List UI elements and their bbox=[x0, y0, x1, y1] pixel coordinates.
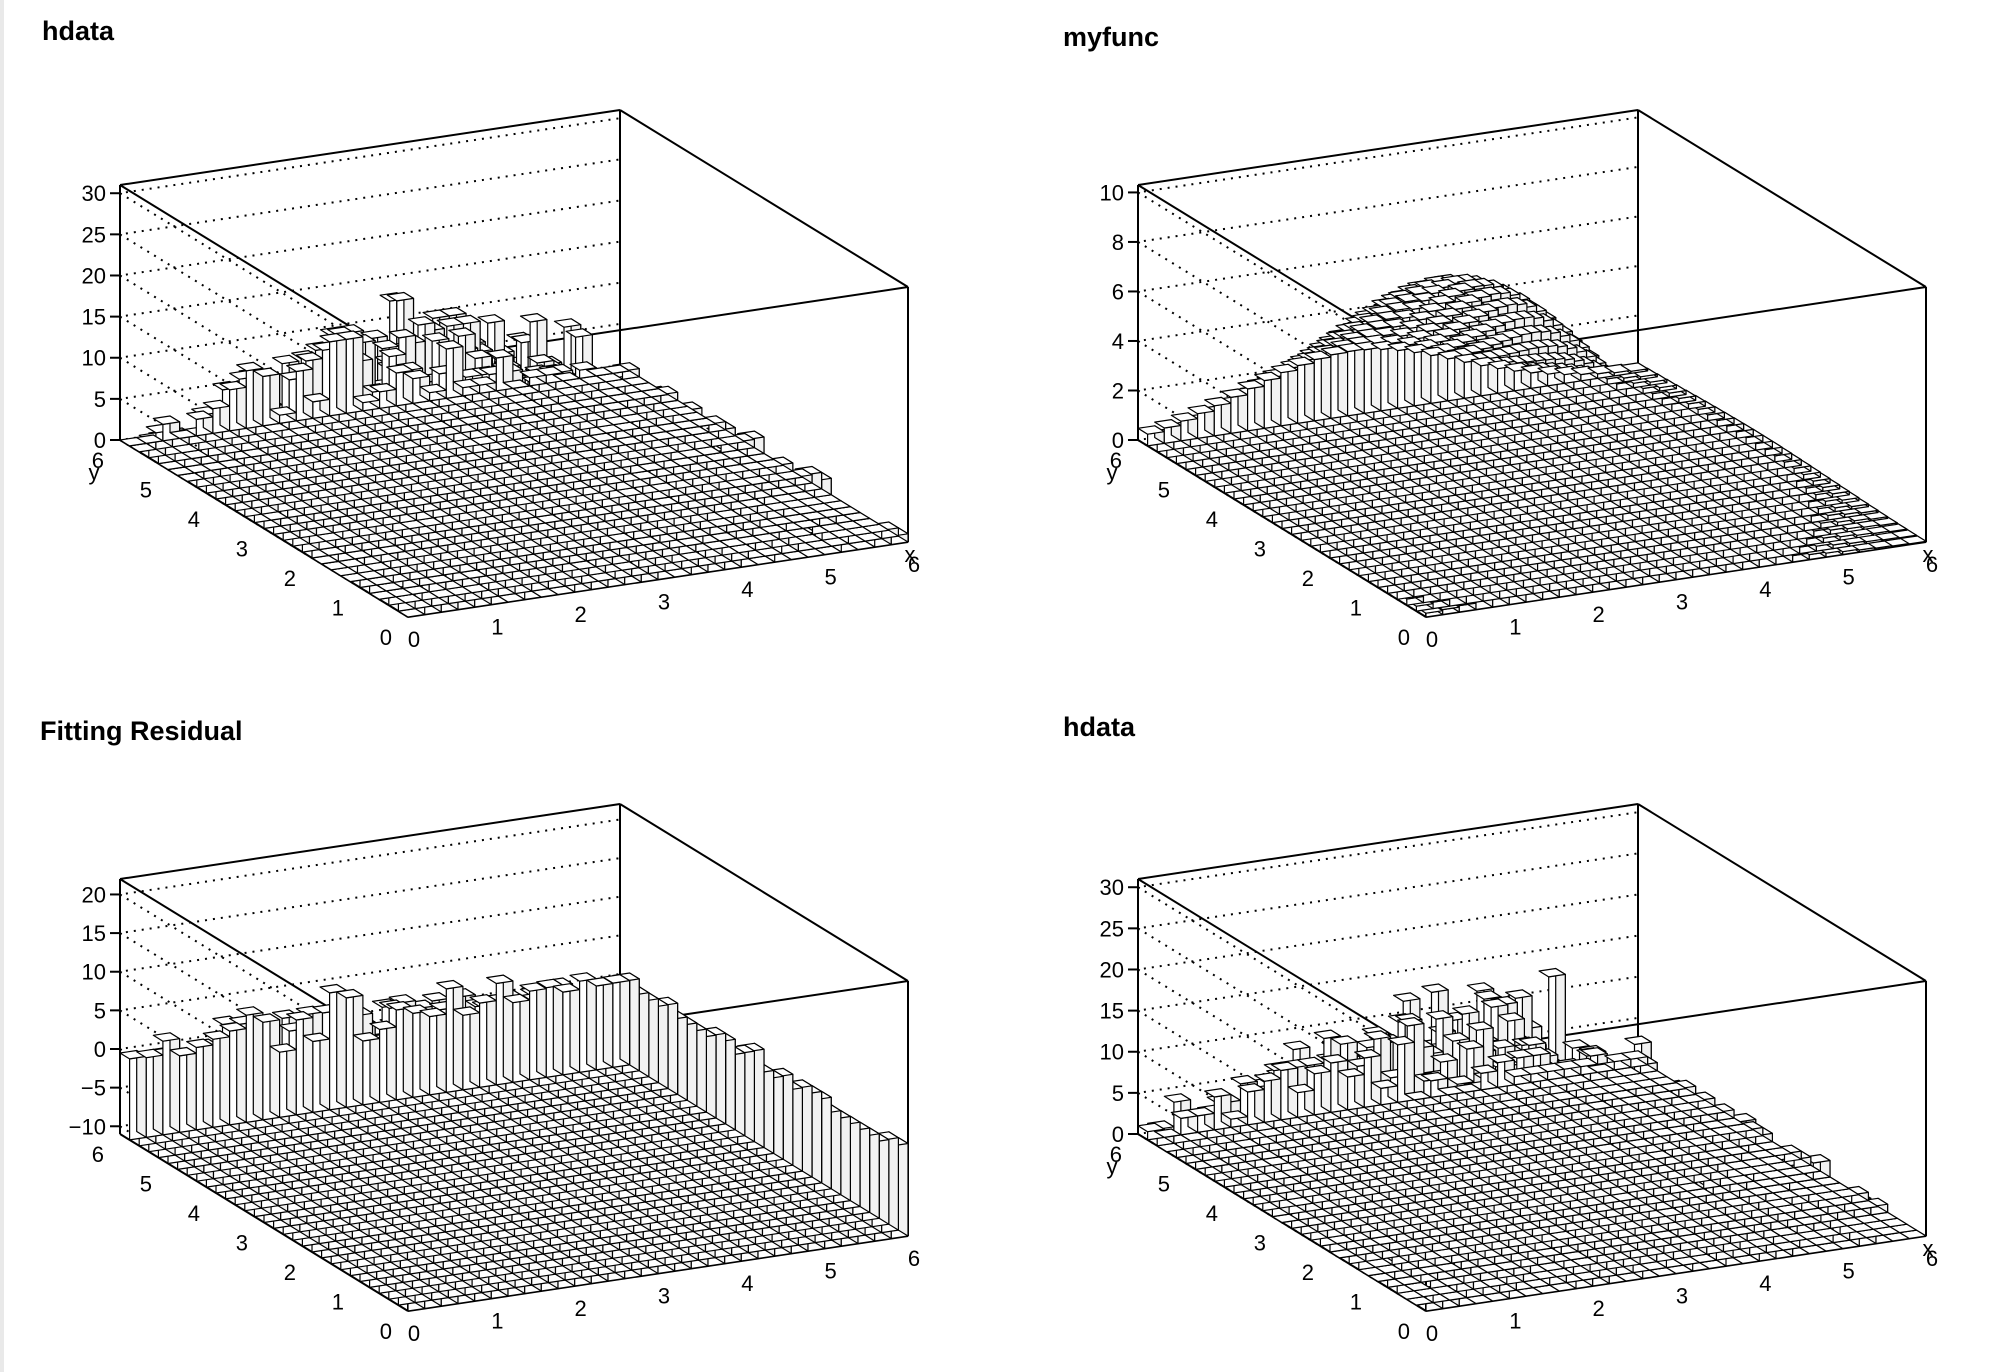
y-tick-label: 4 bbox=[188, 507, 200, 532]
y-tick-label: 1 bbox=[332, 596, 344, 621]
bars bbox=[1137, 273, 1927, 618]
z-tick-label: 10 bbox=[82, 346, 106, 371]
x-tick-label: 0 bbox=[408, 627, 420, 652]
x-tick-label: 3 bbox=[658, 590, 670, 615]
y-tick-label: 3 bbox=[236, 537, 248, 562]
z-tick-label: 30 bbox=[82, 181, 106, 206]
bar-side-face bbox=[302, 362, 314, 419]
bar-side-face bbox=[452, 340, 464, 397]
top-back-edge bbox=[119, 109, 621, 186]
pad-myfunc: myfunc bbox=[1008, 0, 2016, 686]
x-axis-title: x bbox=[905, 542, 916, 567]
top-right-edge bbox=[619, 109, 909, 288]
plot-title: myfunc bbox=[1063, 22, 1160, 52]
bars bbox=[119, 291, 909, 618]
x-tick-label: 1 bbox=[491, 615, 503, 640]
z-tick-label: 25 bbox=[82, 222, 106, 247]
z-tick-label: 20 bbox=[82, 263, 106, 288]
y-tick-label: 5 bbox=[140, 478, 152, 503]
x-tick-label: 4 bbox=[741, 577, 753, 602]
y-tick-label: 0 bbox=[380, 625, 392, 650]
z-tick-label: 5 bbox=[94, 387, 106, 412]
top-right-edge bbox=[1637, 109, 1927, 288]
y-axis-title: y bbox=[89, 460, 100, 485]
plot-title: Fitting Residual bbox=[40, 716, 243, 746]
plot-title: hdata bbox=[42, 16, 115, 46]
y-tick-label: 2 bbox=[284, 566, 296, 591]
window-edge bbox=[0, 0, 4, 1372]
x-tick-label: 5 bbox=[825, 565, 837, 590]
pad-hdata-bottom-right: hdata bbox=[1008, 686, 2016, 1372]
bar-side-face bbox=[269, 367, 281, 424]
z-tick-label: 15 bbox=[82, 305, 106, 330]
pad-fitting-residual: Fitting Residual bbox=[0, 686, 1008, 1372]
grid-line bbox=[117, 117, 621, 372]
plot-title: hdata bbox=[1063, 712, 1136, 742]
bar-side-face bbox=[336, 332, 347, 414]
pad-hdata-top-left: hdata bbox=[0, 0, 1008, 686]
top-back-edge bbox=[1137, 109, 1639, 186]
x-tick-label: 2 bbox=[575, 602, 587, 627]
